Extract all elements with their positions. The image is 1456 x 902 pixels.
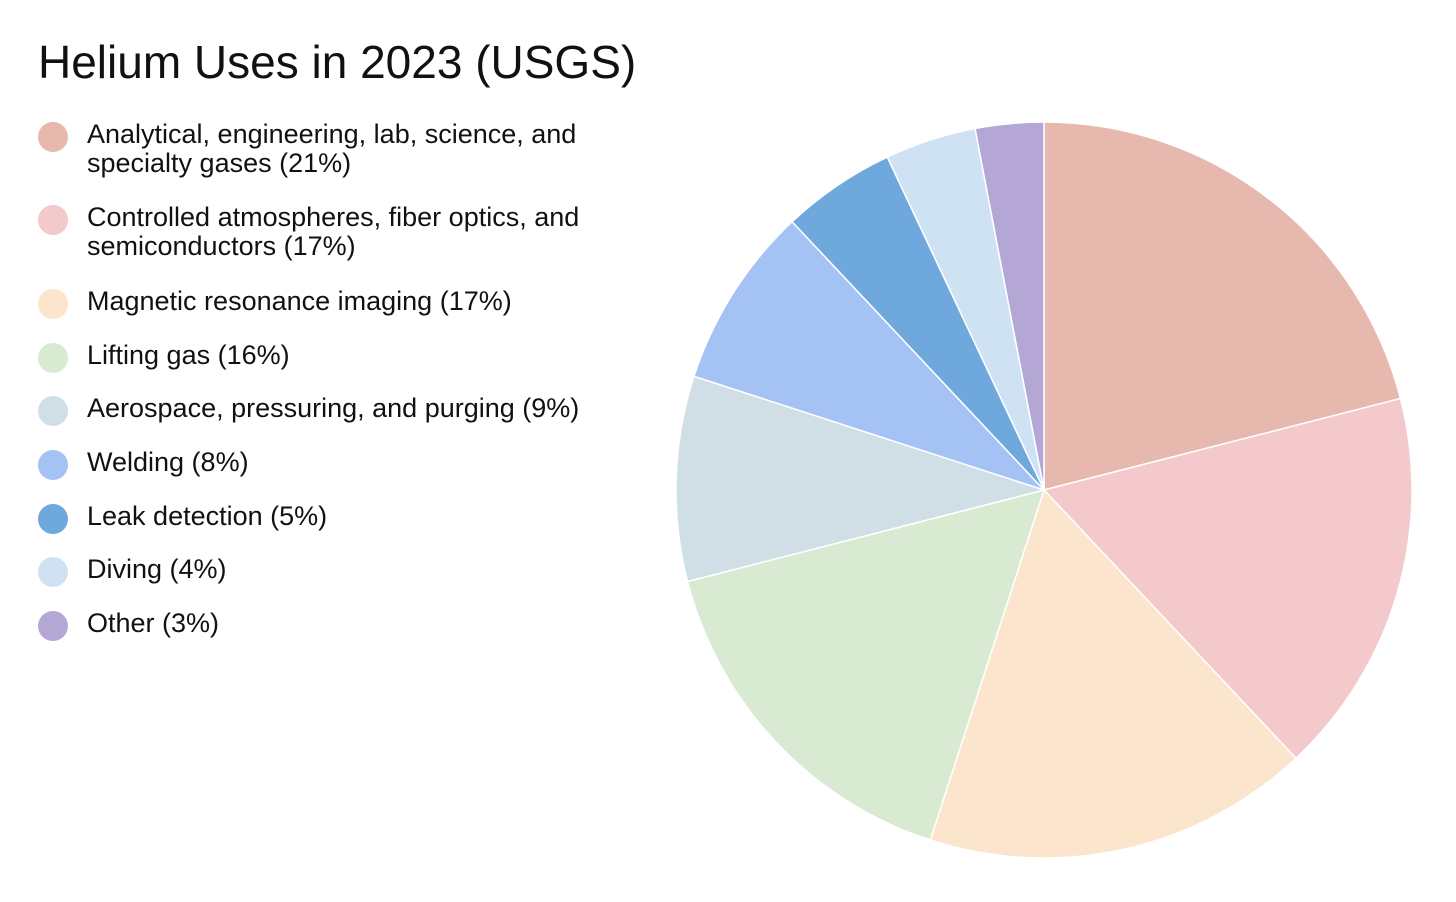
pie-slice[interactable] (1043, 121, 1402, 491)
legend-label: Welding (8%) (87, 447, 249, 477)
legend-label: Leak detection (5%) (87, 501, 328, 531)
legend-swatch (38, 289, 68, 319)
legend-swatch (38, 122, 68, 152)
pie-slice[interactable] (693, 220, 1045, 491)
legend-swatch (38, 343, 68, 373)
legend-label: Analytical, engineering, lab, science, a… (87, 119, 577, 178)
pie-slice[interactable] (686, 489, 1045, 841)
legend-swatch (38, 396, 68, 426)
legend-swatch (38, 504, 68, 534)
legend-label: Magnetic resonance imaging (17%) (87, 286, 512, 316)
legend-label: Other (3%) (87, 608, 220, 638)
legend-label: Aerospace, pressuring, and purging (9%) (87, 393, 580, 423)
legend-swatch (38, 205, 68, 235)
legend-swatch (38, 611, 68, 641)
legend-label: Controlled atmospheres, fiber optics, an… (87, 202, 580, 261)
legend-label: Lifting gas (16%) (87, 340, 290, 370)
legend-swatch (38, 557, 68, 587)
legend-label: Diving (4%) (87, 554, 227, 584)
pie-slice[interactable] (675, 375, 1045, 583)
pie-slice[interactable] (1043, 397, 1413, 760)
pie-slice[interactable] (929, 489, 1297, 859)
chart-title: Helium Uses in 2023 (USGS) (38, 36, 637, 88)
pie-slice[interactable] (974, 121, 1045, 491)
legend-swatch (38, 450, 68, 480)
